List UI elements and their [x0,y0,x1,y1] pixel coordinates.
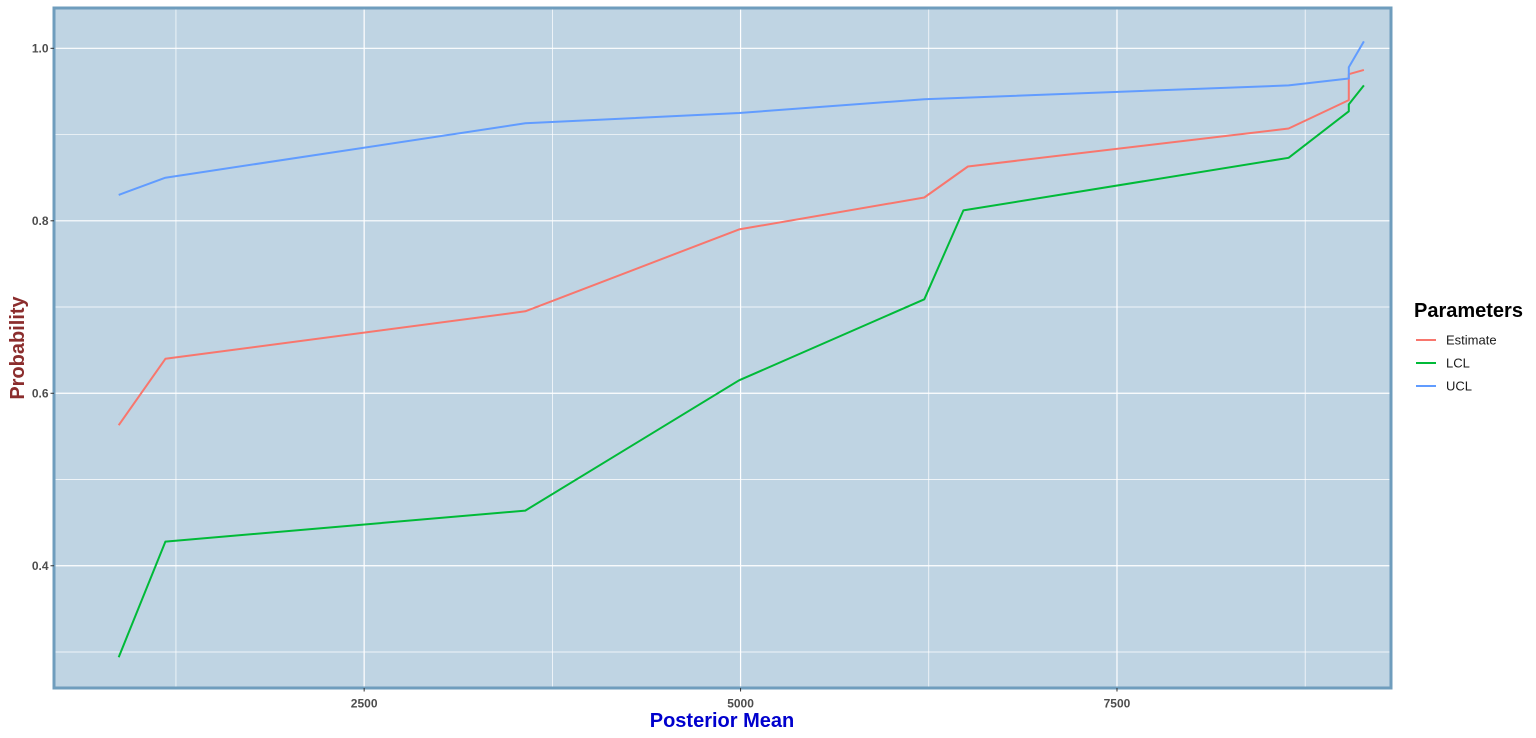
legend-label-ucl: UCL [1446,379,1472,394]
legend-label-estimate: Estimate [1446,333,1497,348]
x-tick-label: 2500 [351,697,378,711]
legend-items: Estimate LCL UCL [1416,333,1497,394]
y-axis-title: Probability [7,295,29,399]
y-tick-label: 0.6 [32,386,49,400]
x-tick-label: 7500 [1104,697,1131,711]
x-tick-label: 5000 [727,697,754,711]
y-tick-label: 0.8 [32,214,49,228]
x-axis-ticks: 2500 5000 7500 [351,688,1131,711]
grid-major [55,9,1390,687]
legend-title: Parameters [1414,300,1523,322]
series-layer [117,40,1365,658]
legend-label-lcl: LCL [1446,356,1470,371]
series-line-ucl [118,40,1365,196]
y-tick-label: 0.4 [32,559,49,573]
x-axis-title: Posterior Mean [650,710,794,732]
plot-panel [52,6,1393,690]
series-line-estimate [117,68,1365,426]
y-tick-label: 1.0 [32,41,49,55]
series-line-lcl [117,84,1365,658]
y-axis-ticks: 0.4 0.6 0.8 1.0 [32,41,54,573]
legend: Parameters Estimate LCL UCL [1414,300,1523,394]
